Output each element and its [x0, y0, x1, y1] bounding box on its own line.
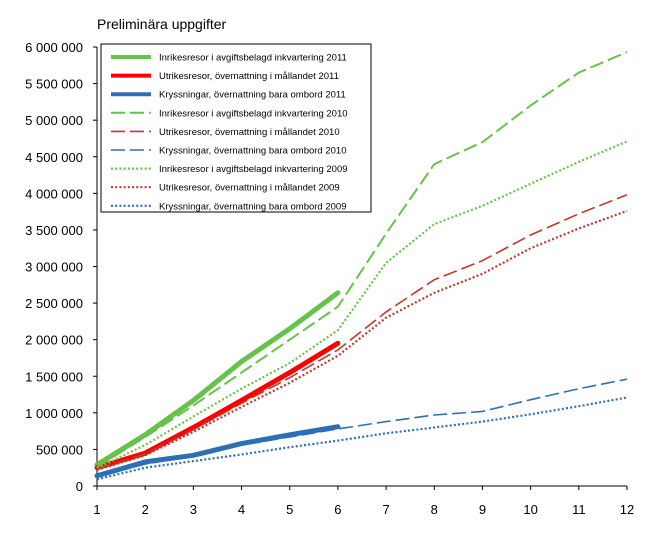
y-tick-label: 500 000	[36, 442, 83, 457]
series-layer	[94, 51, 628, 481]
legend: Inrikesresor i avgiftsbelagd inkvarterin…	[100, 43, 372, 213]
x-tick-label: 11	[572, 502, 586, 517]
y-tick-label: 4 500 000	[25, 150, 83, 165]
series-line-6	[96, 378, 628, 478]
legend-label-6: Kryssningar, övernattning bara ombord 20…	[159, 146, 346, 157]
legend-label-3: Kryssningar, övernattning bara ombord 20…	[159, 90, 346, 101]
series-line-4	[96, 51, 628, 468]
x-tick-label: 7	[382, 502, 389, 517]
x-tick-label: 8	[431, 502, 438, 517]
series-line-7	[96, 140, 628, 470]
legend-label-2: Utrikesresor, övernattning i mållandet 2…	[159, 71, 339, 82]
x-tick-label: 2	[142, 502, 149, 517]
y-tick-label: 3 500 000	[25, 223, 83, 238]
y-tick-label: 2 000 000	[25, 333, 83, 348]
y-tick-label: 2 500 000	[25, 296, 83, 311]
axes: 0 500 000 1 000 000 1 500 000 2 000 000 2 500…	[25, 40, 634, 517]
x-tick-label: 4	[238, 502, 245, 517]
legend-label-5: Utrikesresor, övernattning i mållandet 2…	[159, 127, 340, 138]
y-tick-label: 5 500 000	[25, 77, 83, 92]
x-tick-label: 6	[334, 502, 341, 517]
legend-label-7: Inrikesresor i avgiftsbelagd inkvarterin…	[159, 164, 348, 175]
y-tick-label: 3 000 000	[25, 260, 83, 275]
y-tick-label: 1 000 000	[25, 406, 83, 421]
series-line-5	[96, 194, 628, 470]
y-tick-label: 5 000 000	[25, 113, 83, 128]
x-tick-label: 1	[93, 502, 100, 517]
y-tick-label: 1 500 000	[25, 369, 83, 384]
series-line-8	[96, 209, 628, 471]
x-tick-label: 12	[620, 502, 634, 517]
legend-label-8: Utrikesresor, övernattning i mållandet 2…	[159, 183, 340, 194]
series-line-1	[94, 290, 341, 468]
x-tick-label: 9	[479, 502, 486, 517]
x-tick-label: 3	[190, 502, 197, 517]
x-tick-label: 5	[286, 502, 293, 517]
legend-label-4: Inrikesresor i avgiftsbelagd inkvarterin…	[159, 108, 348, 119]
legend-box	[100, 43, 372, 213]
legend-label-9: Kryssningar, övernattning bara ombord 20…	[159, 201, 346, 212]
series-line-3	[94, 424, 341, 479]
y-tick-label: 4 000 000	[25, 186, 83, 201]
y-tick-label: 6 000 000	[25, 40, 83, 55]
x-tick-label: 10	[523, 502, 537, 517]
legend-label-1: Inrikesresor i avgiftsbelagd inkvarterin…	[159, 53, 347, 64]
chart-title: Preliminära uppgifter	[97, 16, 227, 32]
series-line-9	[96, 396, 628, 481]
y-tick-label: 0	[76, 479, 83, 494]
